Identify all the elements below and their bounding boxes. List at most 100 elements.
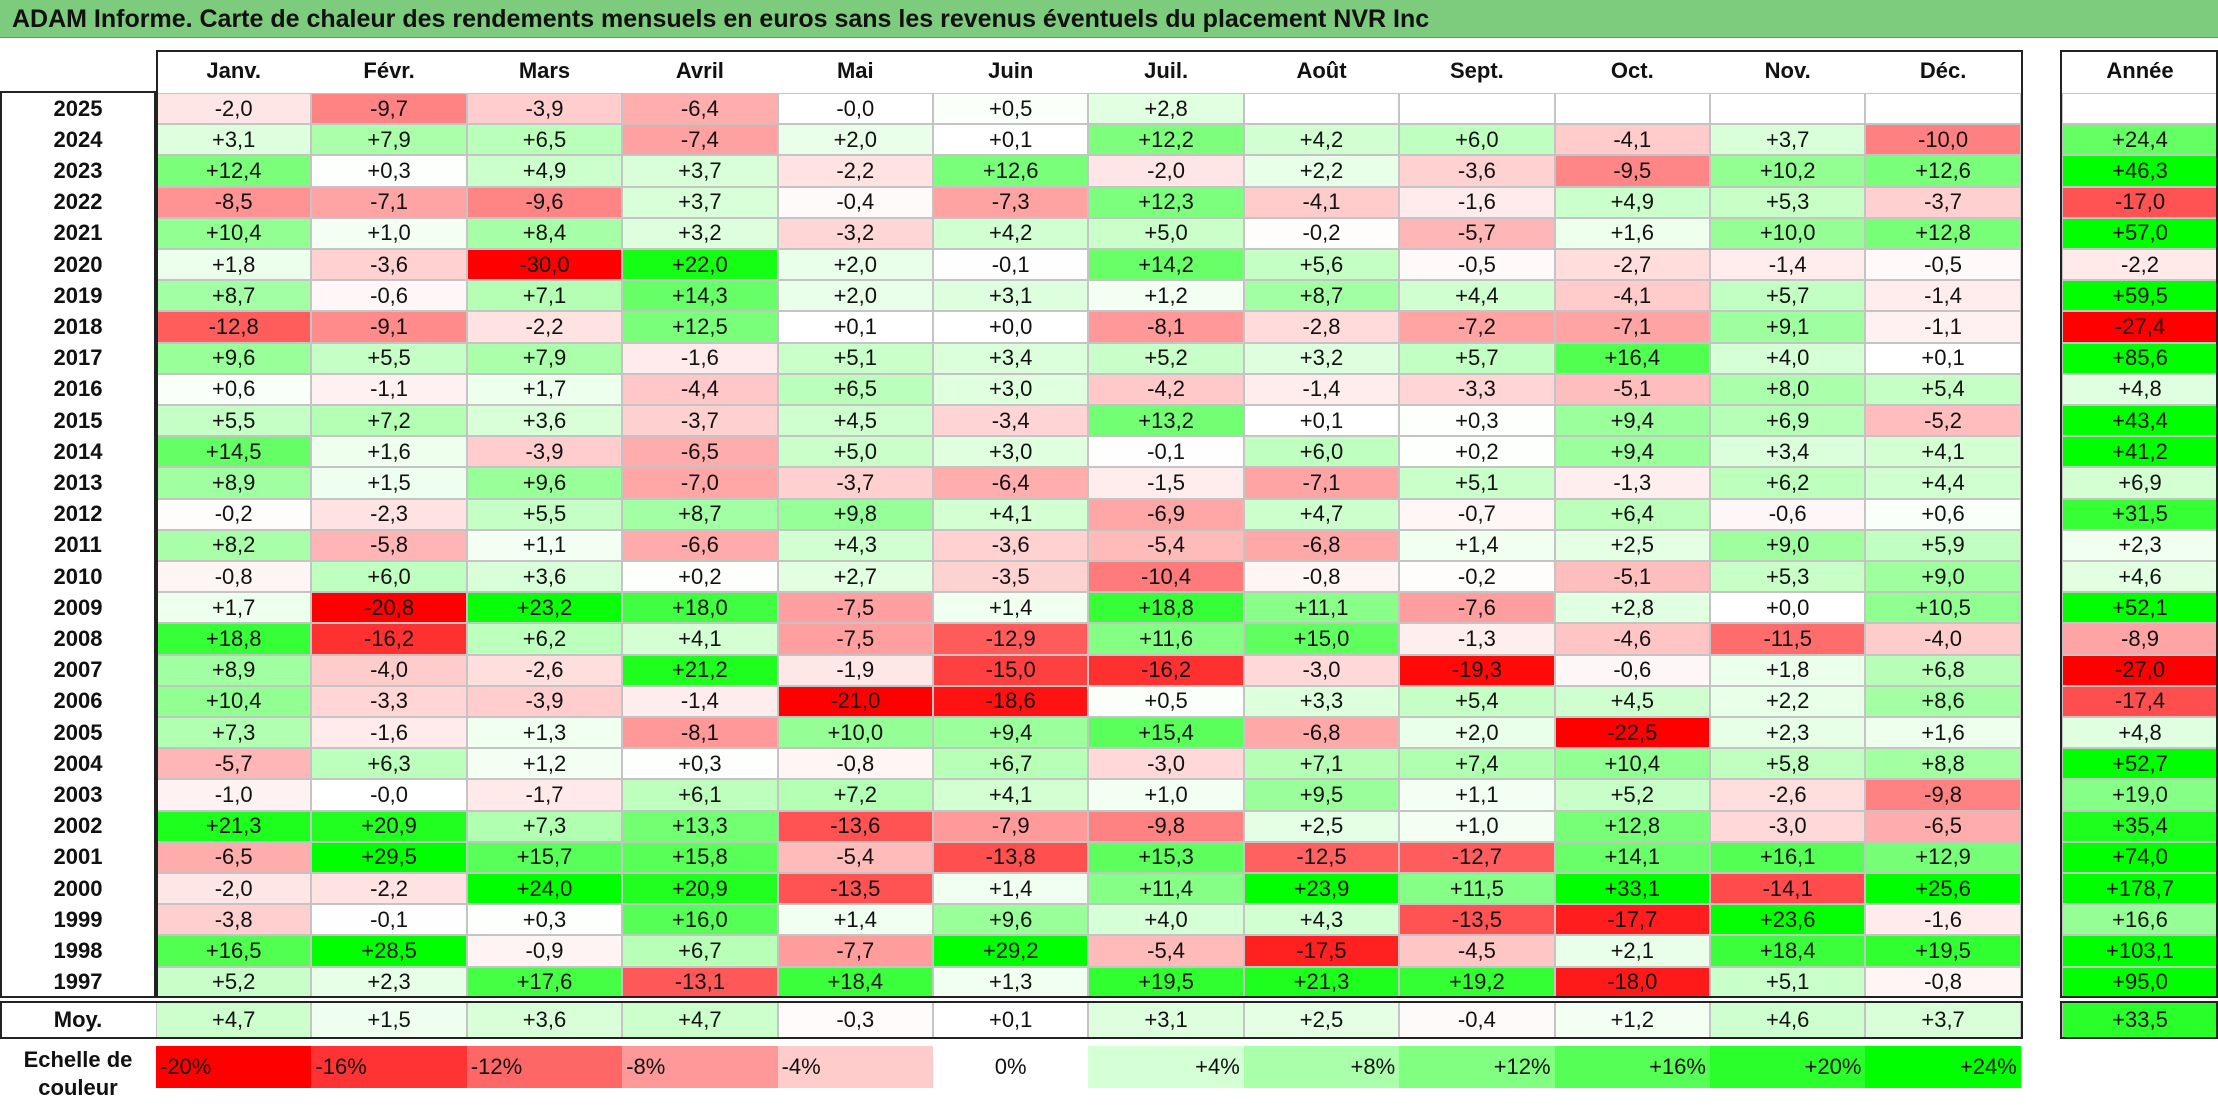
heatmap-cell: -2,8 [1243,311,1400,343]
annual-cell: -17,4 [2062,685,2218,717]
heatmap-cell: +11,4 [1088,873,1244,905]
heatmap-cell: +0,5 [933,93,1089,125]
heatmap-cell: -1,4 [1710,249,1866,281]
heatmap-cell: +5,4 [1399,685,1555,717]
year-label: 2012 [53,501,103,527]
heatmap-cell: -4,2 [1088,373,1244,405]
heatmap-cell: -3,0 [1088,748,1244,780]
heatmap-cell: -6,5 [622,436,778,468]
heatmap-cell: +18,8 [156,623,312,655]
heatmap-cell: -9,5 [1554,155,1710,187]
heatmap-cell: +2,0 [777,124,933,156]
heatmap-cell: -0,2 [156,498,312,530]
heatmap-cell: +9,5 [1243,779,1400,811]
heatmap-cell: +5,2 [156,966,312,998]
year-label: 2009 [53,594,103,620]
heatmap-cell: +10,4 [1554,748,1710,780]
heatmap-cell: -5,4 [1088,935,1244,967]
chart-title: ADAM Informe. Carte de chaleur des rende… [12,5,1430,33]
heatmap-cell: +1,7 [466,373,623,405]
heatmap-cell: -3,3 [311,685,467,717]
annual-cell: +31,5 [2062,498,2218,530]
heatmap-cell: +4,4 [1399,280,1555,312]
heatmap-cell: +12,9 [1865,841,2021,873]
annual-cell: -27,4 [2062,311,2218,343]
heatmap-cell: -9,8 [1088,810,1244,842]
heatmap-cell: +16,0 [622,904,778,936]
heatmap-cell: +14,5 [156,436,312,468]
heatmap-cell: -7,0 [622,467,778,499]
heatmap-cell: +10,4 [156,685,312,717]
heatmap-cell: +6,0 [1243,436,1400,468]
heatmap-cell: -4,0 [1865,623,2021,655]
heatmap-cell: -13,6 [777,810,933,842]
heatmap-cell: +23,2 [466,592,623,624]
heatmap-cell: -8,5 [156,186,312,218]
heatmap-cell: -0,4 [777,186,933,218]
heatmap-cell: -4,1 [1554,124,1710,156]
heatmap-cell: +5,9 [1865,529,2021,561]
heatmap-cell: +4,1 [933,779,1089,811]
heatmap-cell: -10,4 [1088,561,1244,593]
heatmap-cell: +0,5 [1088,685,1244,717]
heatmap-cell: -9,6 [466,186,623,218]
heatmap-cell: +4,9 [1554,186,1710,218]
heatmap-cell: +3,6 [466,561,623,593]
heatmap-cell: +7,9 [311,124,467,156]
heatmap-cell: -2,0 [1088,155,1244,187]
column-header: Juil. [1144,58,1189,83]
heatmap-cell: +4,7 [1243,498,1400,530]
legend-swatch: +24% [1865,1046,2021,1088]
column-header: Juin [988,58,1034,83]
heatmap-cell: -3,7 [1865,186,2021,218]
heatmap-cell: +4,0 [1088,904,1244,936]
heatmap-cell: +0,3 [311,155,467,187]
year-label: 2000 [53,875,103,901]
heatmap-cell: -0,5 [1865,249,2021,281]
heatmap-cell: +5,7 [1399,342,1555,374]
year-label: 2024 [53,126,103,152]
heatmap-cell: +17,6 [466,966,623,998]
heatmap-cell: -6,4 [933,467,1089,499]
heatmap-cell: +6,1 [622,779,778,811]
heatmap-cell: +15,3 [1088,841,1244,873]
heatmap-cell: +2,0 [777,249,933,281]
heatmap-cell: +9,1 [1710,311,1866,343]
heatmap-cell: +1,0 [311,217,467,249]
heatmap-cell: -2,3 [311,498,467,530]
heatmap-cell: +5,3 [1710,561,1866,593]
heatmap-cell: +0,3 [622,748,778,780]
heatmap-cell: +9,4 [1554,436,1710,468]
heatmap-cell: -7,3 [933,186,1089,218]
heatmap-cell: +4,1 [933,498,1089,530]
heatmap-cell: +5,5 [156,405,312,437]
heatmap-cell: +1,2 [1088,280,1244,312]
heatmap-cell: +1,6 [311,436,467,468]
annual-cell [2062,93,2218,125]
heatmap-cell: +5,7 [1710,280,1866,312]
heatmap-cell: -2,2 [777,155,933,187]
heatmap-cell: +10,0 [777,717,933,749]
annual-cell: +41,2 [2062,436,2218,468]
heatmap-cell: -3,7 [622,405,778,437]
heatmap-cell: +2,1 [1554,935,1710,967]
average-cell: +1,5 [311,1001,467,1038]
heatmap-cell: +13,3 [622,810,778,842]
heatmap-cell: +6,7 [933,748,1089,780]
column-header: Avril [675,58,724,83]
heatmap-cell: -9,8 [1865,779,2021,811]
heatmap-cell: -16,2 [311,623,467,655]
annual-cell: +16,6 [2062,904,2218,936]
heatmap-cell: +7,2 [777,779,933,811]
heatmap-cell: +3,1 [933,280,1089,312]
heatmap-cell: -1,5 [1088,467,1244,499]
heatmap-cell: -1,6 [1865,904,2021,936]
annual-cell: +46,3 [2062,155,2218,187]
year-label: 2018 [53,313,103,339]
year-label: 2013 [53,469,103,495]
average-cell: -0,4 [1399,1001,1555,1038]
annual-cell: +74,0 [2062,841,2218,873]
heatmap-cell: +2,7 [777,561,933,593]
heatmap-cell: +0,2 [622,561,778,593]
annual-cell: +43,4 [2062,405,2218,437]
